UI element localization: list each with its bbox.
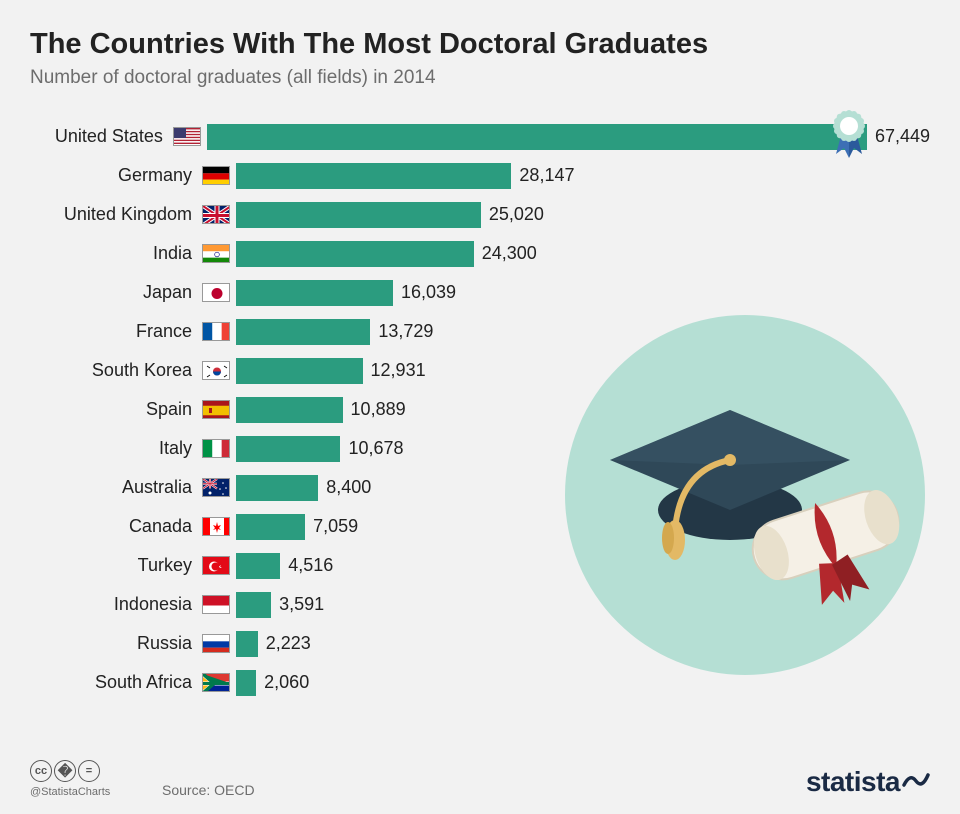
- chart-row: United Kingdom 25,020: [30, 195, 930, 234]
- value-label: 13,729: [370, 321, 433, 342]
- country-label: India: [30, 243, 202, 264]
- es-flag-icon: [202, 400, 230, 419]
- bar: [236, 202, 481, 228]
- ru-flag-icon: [202, 634, 230, 653]
- bar: [236, 163, 511, 189]
- bar: [236, 514, 305, 540]
- value-label: 28,147: [511, 165, 574, 186]
- country-label: Italy: [30, 438, 202, 459]
- value-label: 2,223: [258, 633, 311, 654]
- au-flag-icon: [202, 478, 230, 497]
- id-flag-icon: [202, 595, 230, 614]
- bar: [236, 553, 280, 579]
- footer: cc � = @StatistaCharts Source: OECD stat…: [30, 760, 930, 798]
- bar: [236, 670, 256, 696]
- bar-area: 67,449: [201, 124, 930, 150]
- cc-icon: cc: [30, 760, 52, 782]
- chart-title: The Countries With The Most Doctoral Gra…: [30, 28, 930, 61]
- chart-row: Japan 16,039: [30, 273, 930, 312]
- tr-flag-icon: [202, 556, 230, 575]
- in-flag-icon: [202, 244, 230, 263]
- bar: [207, 124, 867, 150]
- by-icon: �: [54, 760, 76, 782]
- winner-badge-icon: [830, 110, 868, 160]
- bar: [236, 592, 271, 618]
- value-label: 25,020: [481, 204, 544, 225]
- country-label: Russia: [30, 633, 202, 654]
- value-label: 3,591: [271, 594, 324, 615]
- jp-flag-icon: [202, 283, 230, 302]
- statista-logo: statista: [806, 766, 930, 798]
- bar-area: 28,147: [230, 163, 930, 189]
- chart-row: Germany 28,147: [30, 156, 930, 195]
- fr-flag-icon: [202, 322, 230, 341]
- bar: [236, 475, 318, 501]
- source-label: Source: OECD: [162, 782, 255, 798]
- nd-icon: =: [78, 760, 100, 782]
- country-label: Spain: [30, 399, 202, 420]
- country-label: Turkey: [30, 555, 202, 576]
- bar: [236, 436, 340, 462]
- de-flag-icon: [202, 166, 230, 185]
- country-label: Japan: [30, 282, 202, 303]
- bar-area: 25,020: [230, 202, 930, 228]
- value-label: 8,400: [318, 477, 371, 498]
- value-label: 24,300: [474, 243, 537, 264]
- value-label: 10,889: [343, 399, 406, 420]
- value-label: 2,060: [256, 672, 309, 693]
- chart-subtitle: Number of doctoral graduates (all fields…: [30, 67, 930, 89]
- value-label: 16,039: [393, 282, 456, 303]
- country-label: United States: [30, 126, 173, 147]
- bar: [236, 397, 343, 423]
- bar: [236, 241, 474, 267]
- value-label: 10,678: [340, 438, 403, 459]
- value-label: 12,931: [363, 360, 426, 381]
- bar: [236, 319, 370, 345]
- country-label: Indonesia: [30, 594, 202, 615]
- value-label: 4,516: [280, 555, 333, 576]
- bar: [236, 631, 258, 657]
- country-label: Canada: [30, 516, 202, 537]
- country-label: United Kingdom: [30, 204, 202, 225]
- za-flag-icon: [202, 673, 230, 692]
- country-label: South Korea: [30, 360, 202, 381]
- cc-license-icons: cc � =: [30, 760, 110, 782]
- chart-row: United States 67,449: [30, 117, 930, 156]
- country-label: Germany: [30, 165, 202, 186]
- country-label: South Africa: [30, 672, 202, 693]
- us-flag-icon: [173, 127, 201, 146]
- twitter-handle: @StatistaCharts: [30, 786, 110, 798]
- ca-flag-icon: [202, 517, 230, 536]
- kr-flag-icon: [202, 361, 230, 380]
- value-label: 67,449: [867, 126, 930, 147]
- value-label: 7,059: [305, 516, 358, 537]
- gb-flag-icon: [202, 205, 230, 224]
- country-label: Australia: [30, 477, 202, 498]
- bar-area: 24,300: [230, 241, 930, 267]
- bar-area: 16,039: [230, 280, 930, 306]
- bar: [236, 358, 363, 384]
- it-flag-icon: [202, 439, 230, 458]
- chart-row: India 24,300: [30, 234, 930, 273]
- bar: [236, 280, 393, 306]
- graduation-illustration: [560, 310, 930, 680]
- country-label: France: [30, 321, 202, 342]
